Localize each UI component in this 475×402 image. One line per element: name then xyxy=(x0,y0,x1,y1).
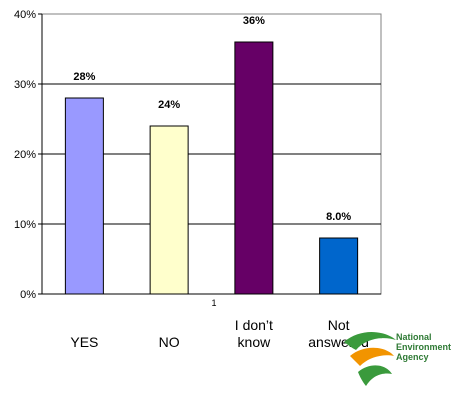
bars xyxy=(64,41,359,295)
data-label: 8.0% xyxy=(326,211,351,223)
y-tick-label: 40% xyxy=(14,9,36,21)
y-tick-label: 10% xyxy=(14,219,36,231)
y-tick-label: 30% xyxy=(14,79,36,91)
x-category-label: YES xyxy=(70,334,99,350)
y-tick-label: 20% xyxy=(14,149,36,161)
x-axis-stray-label: 1 xyxy=(211,298,216,308)
data-label: 28% xyxy=(73,71,95,83)
data-label: 36% xyxy=(243,15,265,27)
x-category-label: NO xyxy=(158,334,180,350)
logo-line-1: National xyxy=(396,332,432,342)
logo-green-swoosh-lower xyxy=(358,365,392,386)
bar xyxy=(319,237,359,295)
data-labels: 28% 24% 36% 8.0% xyxy=(73,15,351,223)
logo-orange-swoosh xyxy=(350,347,394,366)
logo-green-swoosh xyxy=(344,332,396,350)
y-axis: 0% 10% 20% 30% 40% xyxy=(14,9,381,301)
data-label: 24% xyxy=(158,99,180,111)
bar xyxy=(64,97,104,295)
logo-line-2: Environment xyxy=(396,342,452,352)
x-category-label: I don’t know xyxy=(234,317,273,350)
bar xyxy=(149,125,189,295)
y-tick-label: 0% xyxy=(20,289,36,301)
bar xyxy=(234,41,274,295)
logo-line-3: Agency xyxy=(396,352,429,362)
national-environment-agency-logo: National Environment Agency xyxy=(340,320,475,400)
